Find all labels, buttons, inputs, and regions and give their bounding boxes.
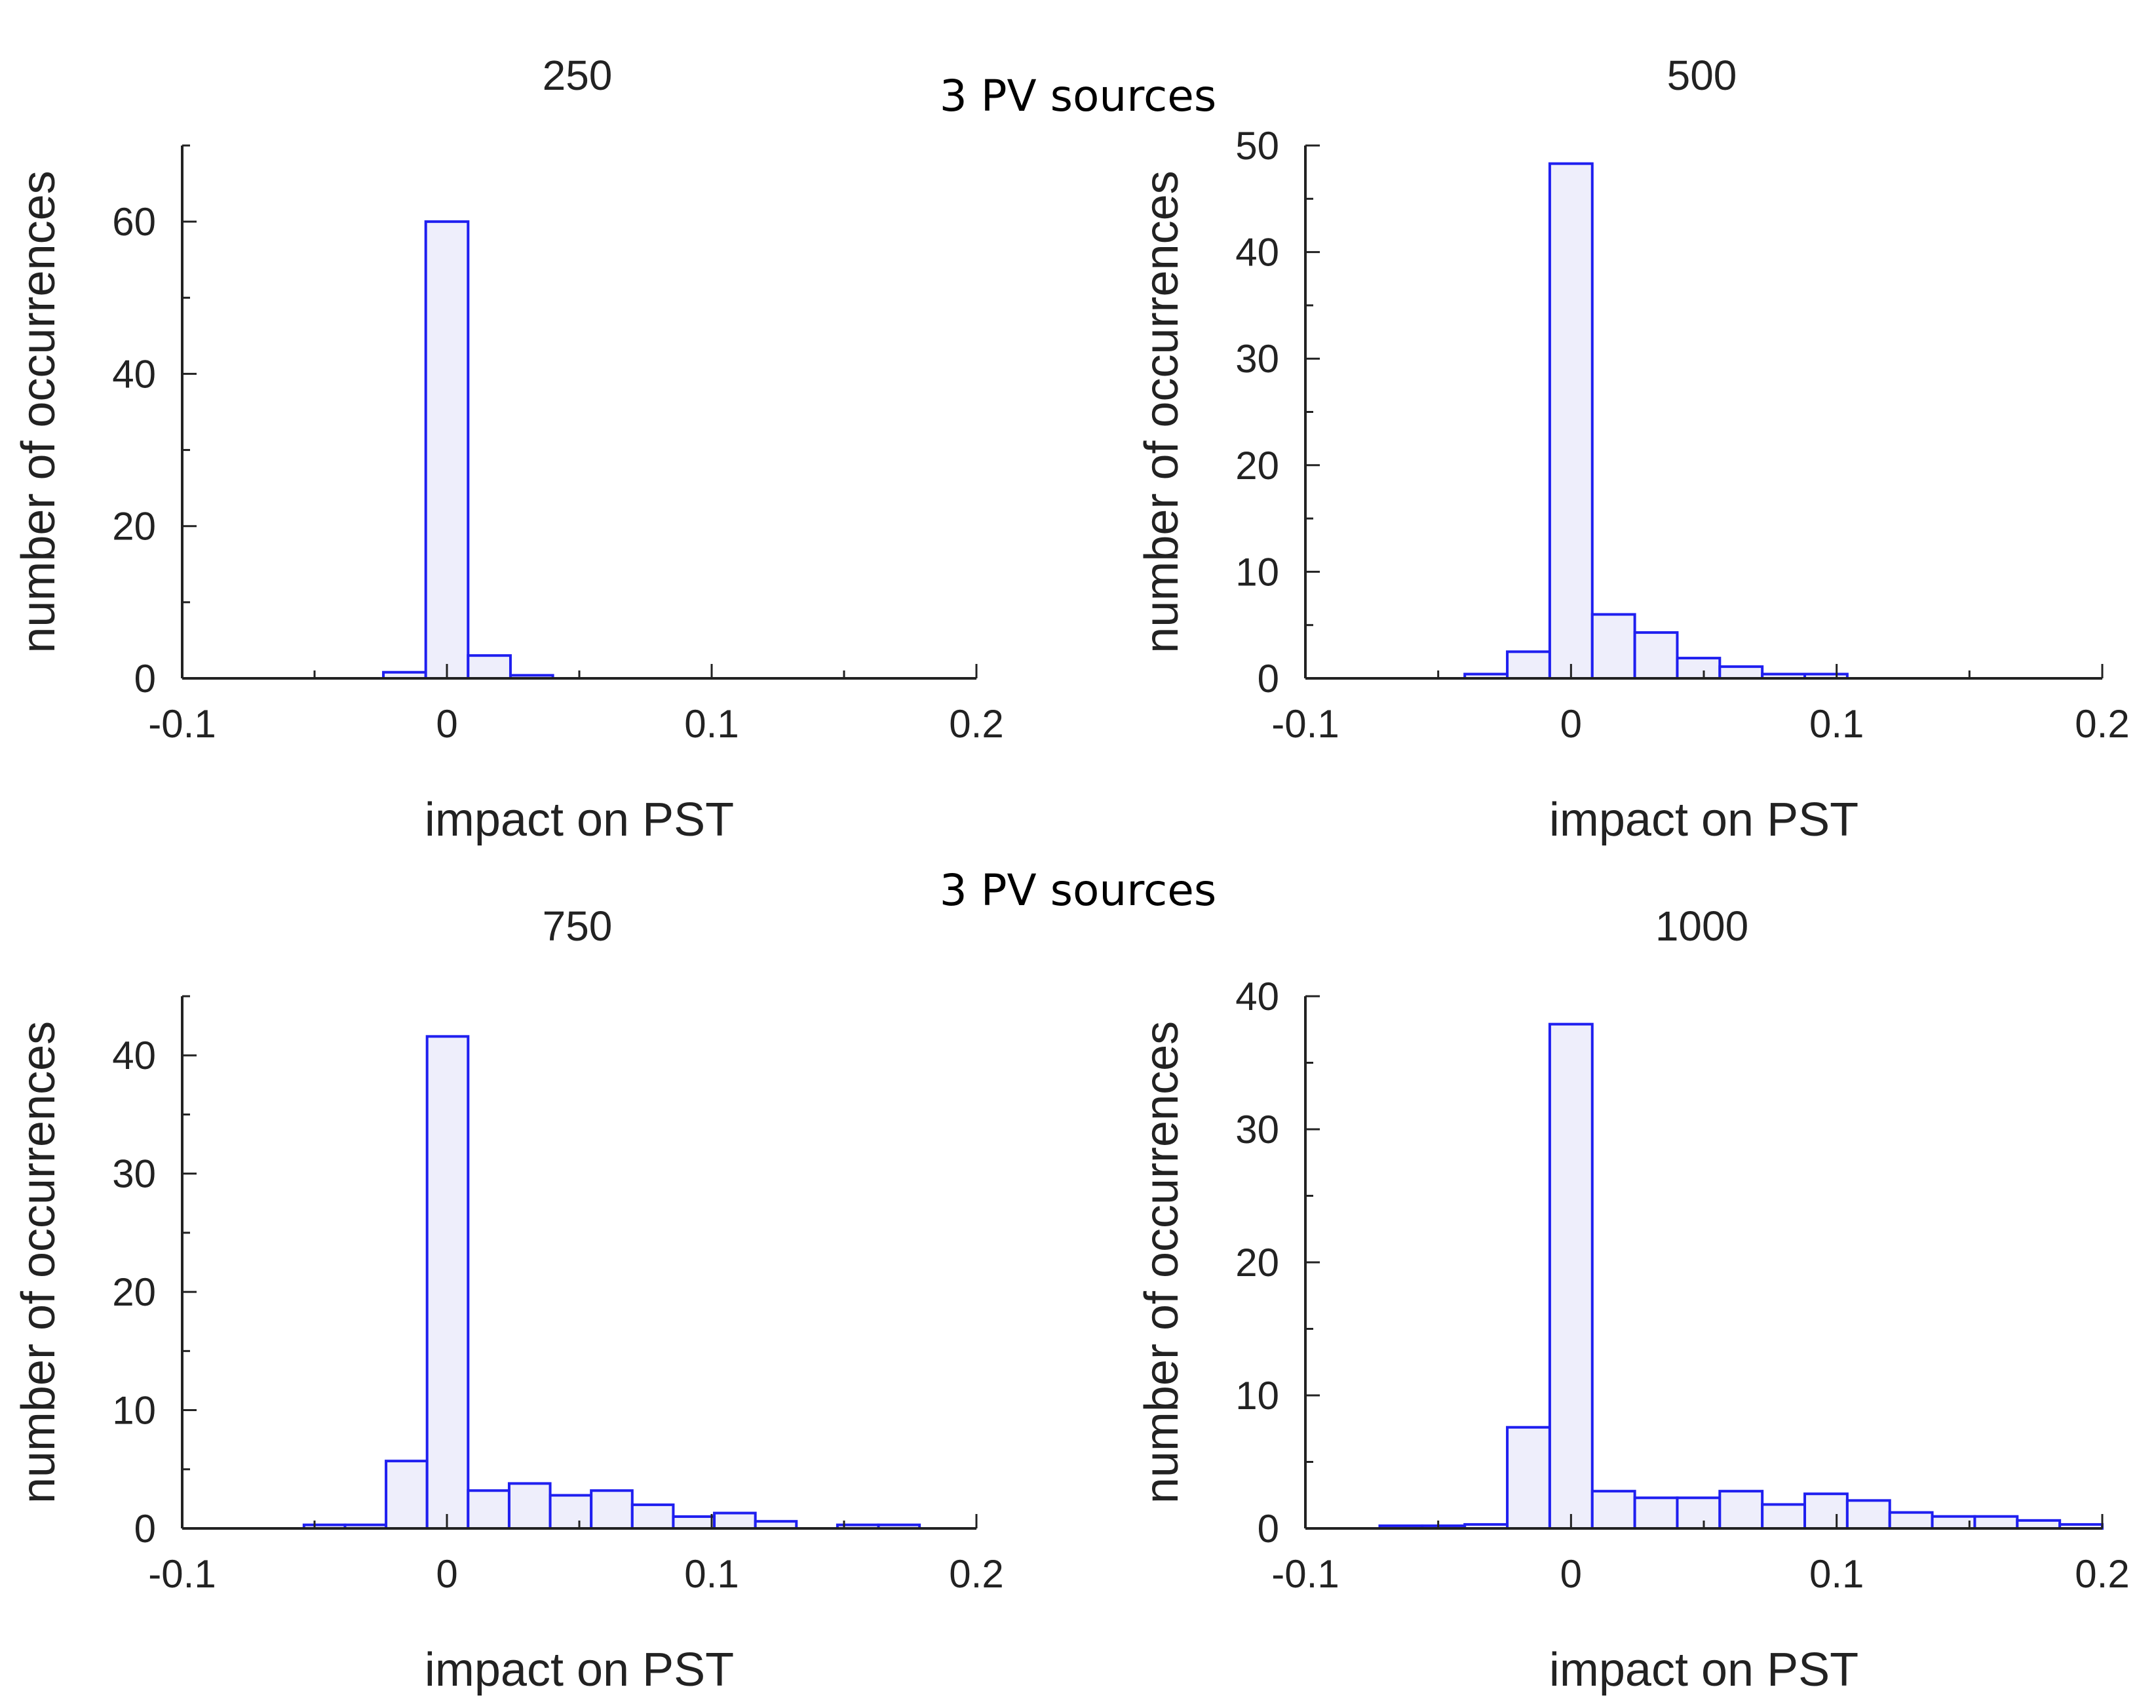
histogram-bar	[1633, 631, 1679, 680]
histogram-bar	[1548, 162, 1594, 680]
panel-title: 1000	[1655, 903, 1748, 950]
x-axis-label: impact on PST	[425, 794, 734, 846]
figure-supertitle-top: 3 PV sources	[939, 71, 1217, 121]
histogram-bar	[507, 1482, 552, 1530]
histogram-bar	[1676, 1496, 1722, 1530]
x-tick-label: 0.1	[1809, 1552, 1864, 1596]
x-tick-label: -0.1	[1271, 702, 1339, 746]
x-tick-label: 0	[1560, 702, 1582, 746]
x-tick-label: 0.2	[2075, 1552, 2129, 1596]
x-tick-label: -0.1	[148, 702, 216, 746]
y-tick-label: 0	[134, 1507, 156, 1551]
y-tick-label: 40	[112, 1034, 156, 1077]
y-tick-label: 0	[1258, 1507, 1279, 1551]
y-tick-label: 40	[1235, 231, 1279, 275]
y-axis-label: number of occurrences	[1136, 170, 1188, 653]
histogram-bar	[1761, 1503, 1807, 1530]
y-tick-label: 20	[112, 1270, 156, 1314]
histogram-bar	[1718, 1490, 1764, 1530]
histogram-bar	[1888, 1511, 1934, 1530]
figure-supertitle-middle: 3 PV sources	[939, 865, 1217, 916]
histogram-bar	[590, 1489, 634, 1530]
y-axis-label: number of occurrences	[12, 170, 65, 653]
y-tick-label: 10	[112, 1389, 156, 1433]
histogram-bar	[1803, 1492, 1849, 1530]
histogram-bar	[713, 1511, 757, 1530]
x-tick-label: 0.1	[684, 702, 739, 746]
x-tick-label: 0	[1560, 1552, 1582, 1596]
histogram-bar	[1590, 613, 1636, 680]
y-tick-label: 60	[112, 200, 156, 244]
y-tick-label: 20	[1235, 1241, 1279, 1285]
y-tick-label: 50	[1235, 124, 1279, 168]
x-axis-label: impact on PST	[1549, 1644, 1858, 1696]
histogram-bar	[1845, 1499, 1891, 1530]
histogram-bar	[1506, 1426, 1551, 1530]
x-axis-label: impact on PST	[1549, 794, 1858, 846]
histogram-bar	[1590, 1490, 1636, 1530]
y-tick-label: 40	[112, 352, 156, 396]
x-tick-label: 0.2	[949, 702, 1003, 746]
histogram-bar	[549, 1494, 593, 1530]
y-tick-label: 0	[1258, 657, 1279, 701]
histogram-bar	[1676, 657, 1722, 680]
x-tick-label: 0	[436, 1552, 457, 1596]
x-axis-label: impact on PST	[425, 1644, 734, 1696]
y-tick-label: 0	[134, 657, 156, 701]
y-tick-label: 30	[1235, 1108, 1279, 1152]
histogram-bar	[1718, 665, 1764, 680]
histogram-bar	[1931, 1515, 1976, 1530]
histogram-bar	[1633, 1496, 1679, 1530]
y-tick-label: 10	[1235, 550, 1279, 594]
histogram-bar	[467, 654, 512, 680]
y-tick-label: 30	[1235, 337, 1279, 381]
histogram-bar	[630, 1503, 675, 1530]
histogram-bar	[1506, 650, 1551, 680]
histogram-bar	[425, 1035, 470, 1530]
histogram-bar	[1548, 1022, 1594, 1530]
y-tick-label: 40	[1235, 975, 1279, 1019]
x-tick-label: -0.1	[148, 1552, 216, 1596]
histogram-bar	[467, 1489, 510, 1530]
x-tick-label: 0.1	[684, 1552, 739, 1596]
histogram-bar	[385, 1460, 429, 1530]
x-tick-label: 0	[436, 702, 457, 746]
y-axis-label: number of occurrences	[1136, 1021, 1188, 1504]
panel-title: 500	[1667, 52, 1737, 99]
histogram-bar	[1973, 1515, 2019, 1530]
histogram-bar	[672, 1515, 716, 1530]
y-tick-label: 30	[112, 1152, 156, 1196]
histogram-bar	[424, 220, 470, 680]
x-tick-label: 0.2	[949, 1552, 1003, 1596]
y-tick-label: 10	[1235, 1374, 1279, 1418]
x-tick-label: 0.1	[1809, 702, 1864, 746]
y-tick-label: 20	[1235, 444, 1279, 488]
x-tick-label: 0.2	[2075, 702, 2129, 746]
y-tick-label: 20	[112, 505, 156, 549]
x-tick-label: -0.1	[1271, 1552, 1339, 1596]
y-axis-label: number of occurrences	[12, 1021, 65, 1504]
panel-title: 750	[543, 903, 613, 950]
panel-title: 250	[543, 52, 613, 99]
